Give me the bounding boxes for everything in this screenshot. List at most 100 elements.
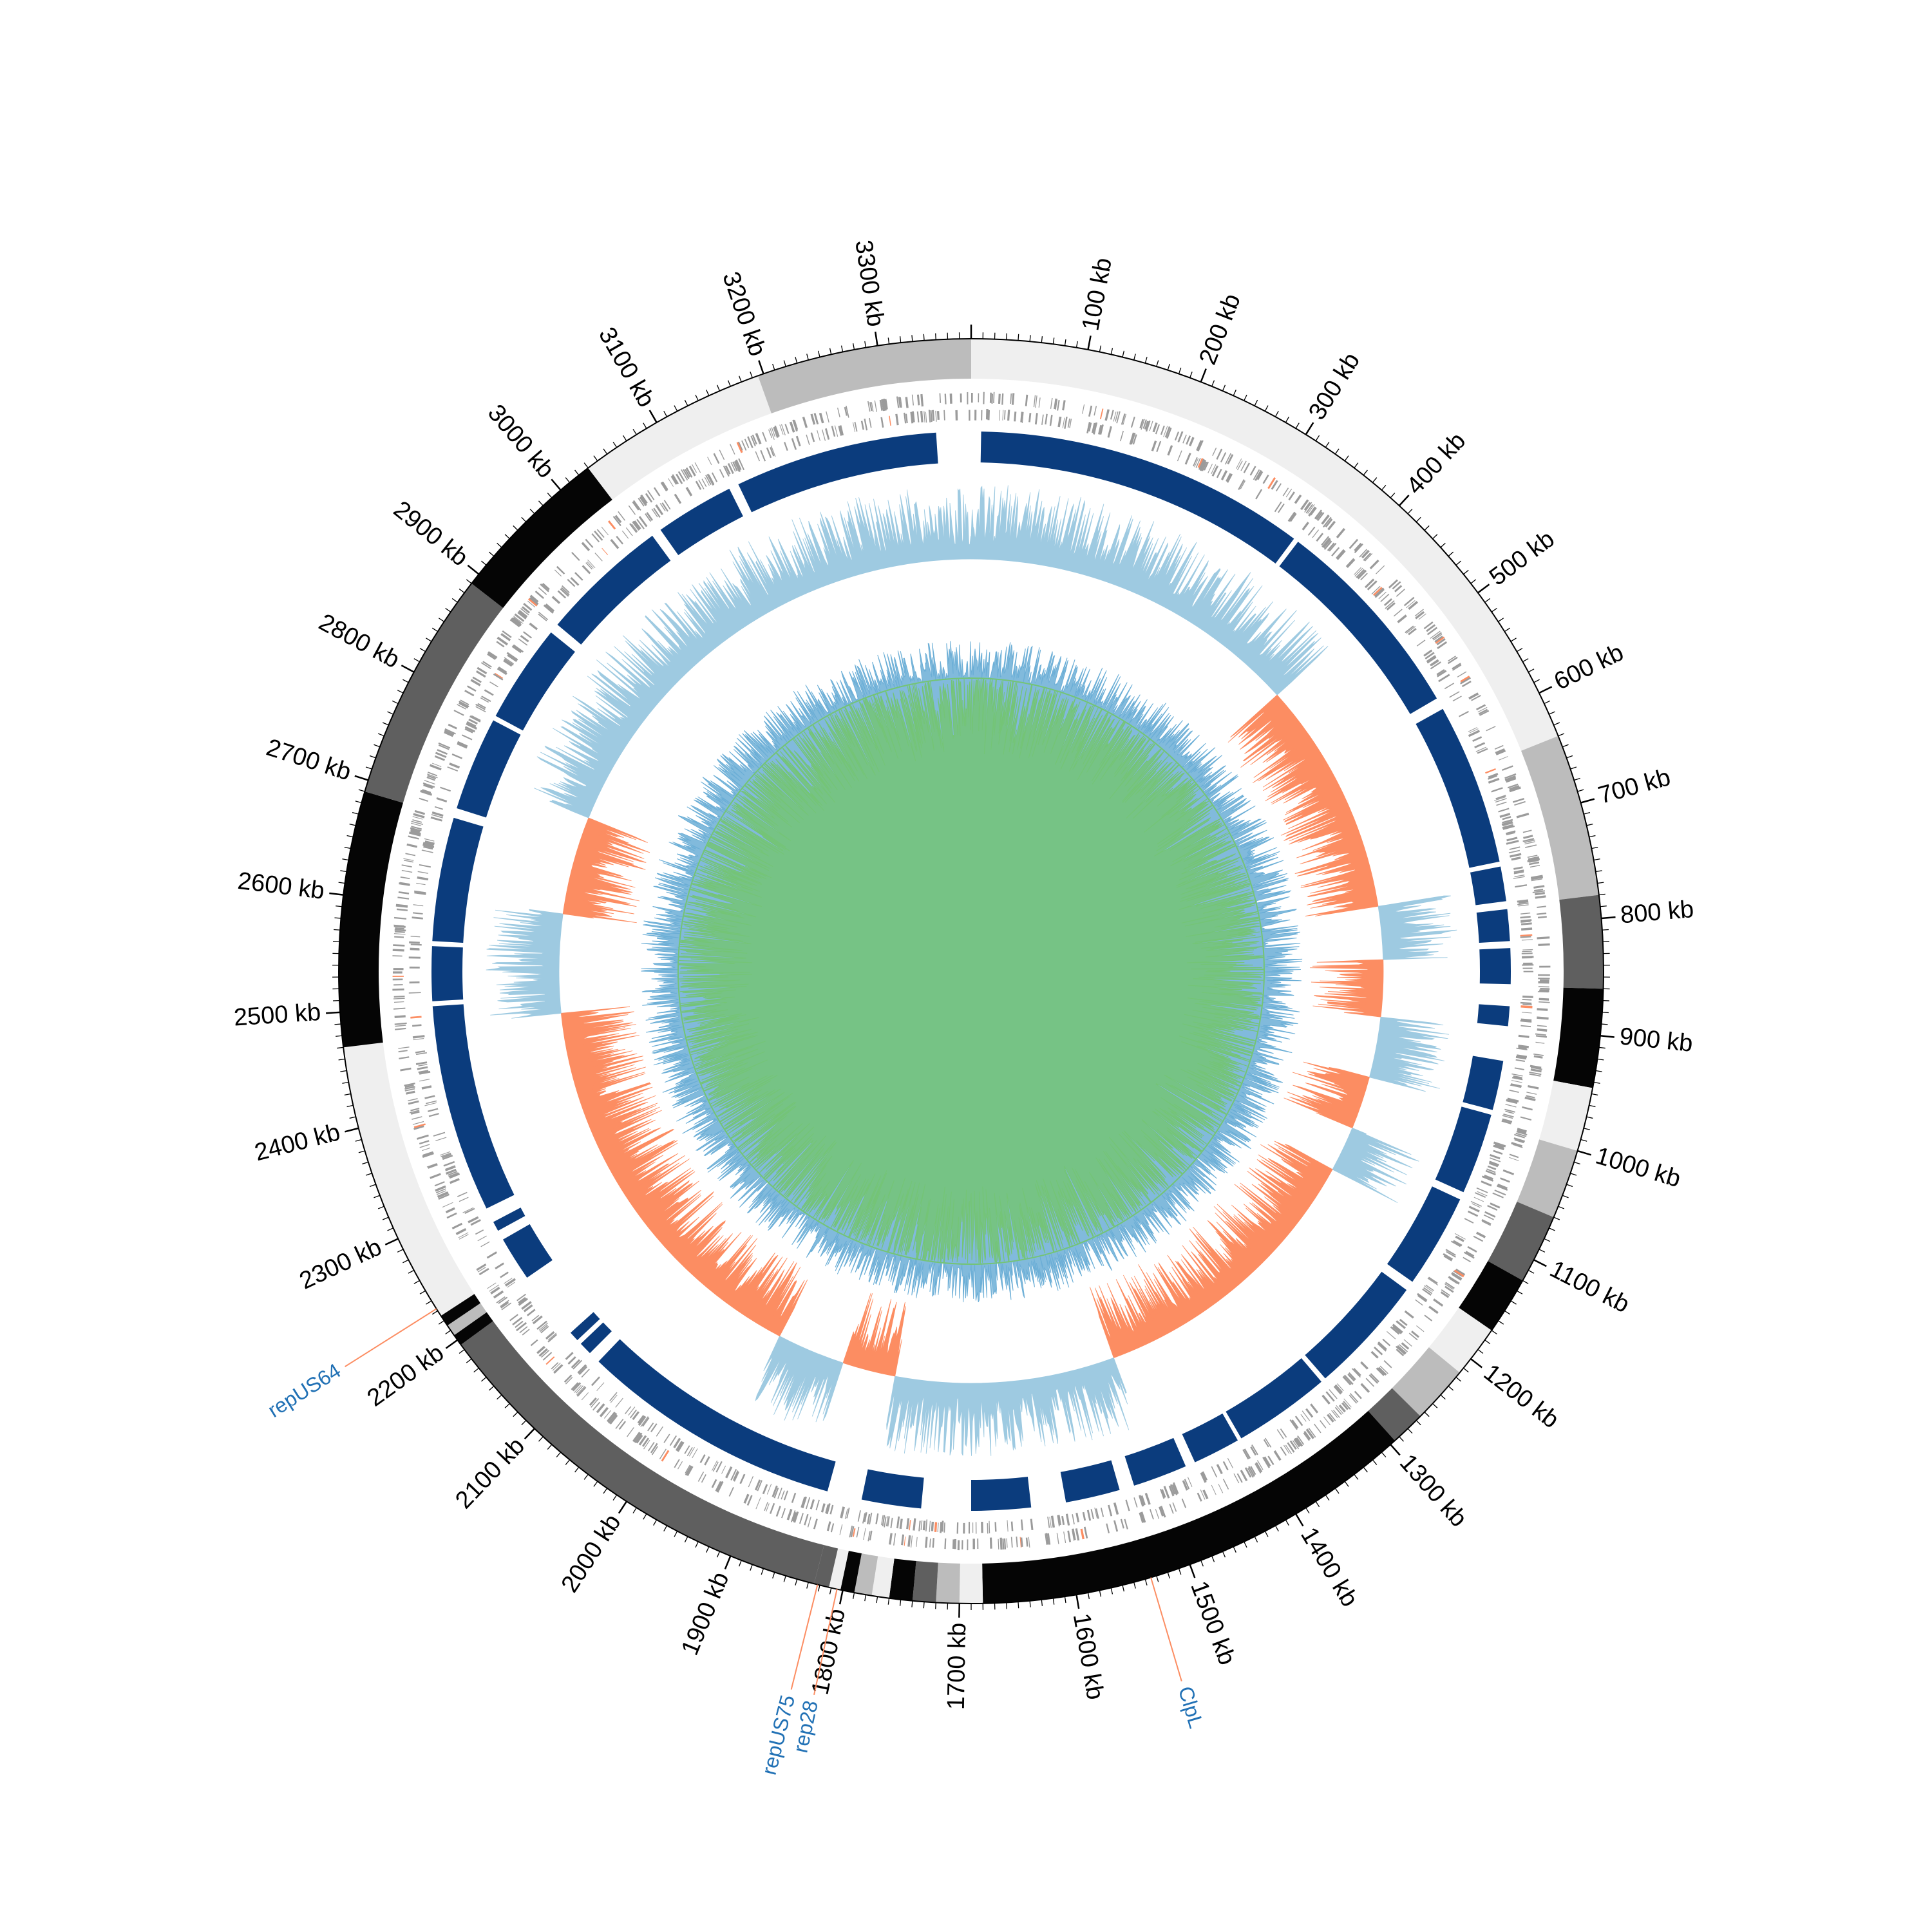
cds-feature [412, 1116, 422, 1120]
minor-tick [750, 1564, 753, 1571]
cds-feature [1502, 825, 1515, 830]
cds-feature [408, 1098, 418, 1102]
cds-feature [1263, 1456, 1271, 1467]
cds-feature [656, 1426, 663, 1437]
cds-feature [879, 399, 883, 411]
cds-feature [1007, 1520, 1009, 1532]
gc-skew-positive [1332, 1128, 1419, 1203]
cds-feature [1099, 408, 1104, 419]
minor-tick [1600, 905, 1607, 907]
minor-tick [538, 1436, 544, 1442]
cds-feature [1201, 461, 1208, 471]
cds-feature [618, 1421, 627, 1430]
cds-feature [1069, 419, 1072, 428]
cds-feature [1530, 1065, 1542, 1069]
minor-tick [1589, 1104, 1596, 1108]
cds-feature [1067, 1530, 1072, 1542]
cds-feature [426, 1163, 437, 1168]
cds-feature [675, 1441, 683, 1452]
alignment-block [1479, 948, 1511, 985]
minor-tick [497, 1394, 502, 1400]
cds-feature [529, 596, 539, 605]
cds-feature [1321, 537, 1331, 548]
minor-tick [1533, 679, 1540, 683]
minor-tick [365, 766, 372, 770]
cds-feature [901, 1534, 905, 1546]
minor-tick [358, 789, 365, 792]
cds-feature [468, 1216, 479, 1224]
cds-feature [1492, 1192, 1504, 1198]
cds-feature [1454, 1269, 1464, 1278]
cds-feature [707, 457, 712, 466]
cds-feature [1495, 750, 1506, 755]
cds-feature [1075, 1512, 1080, 1522]
cds-feature [404, 1084, 414, 1088]
cds-feature [1212, 448, 1217, 457]
cds-feature [470, 1219, 481, 1226]
cds-feature [1423, 621, 1434, 630]
cds-feature [1125, 1499, 1130, 1511]
cds-feature [743, 1493, 750, 1504]
cds-feature [943, 1522, 945, 1533]
cds-feature [864, 1512, 867, 1522]
cds-feature [1149, 1509, 1154, 1520]
cds-feature [810, 413, 816, 425]
minor-tick [1549, 1227, 1555, 1231]
cds-feature [1425, 1284, 1434, 1291]
cds-feature [1025, 394, 1028, 406]
cds-feature [867, 1531, 871, 1542]
cds-feature [393, 984, 403, 986]
cds-feature [415, 1061, 428, 1065]
cds-feature [1537, 1025, 1547, 1027]
cds-feature [393, 996, 405, 998]
cds-feature [762, 1484, 768, 1495]
cds-feature [618, 511, 626, 521]
cds-feature [1424, 1314, 1433, 1321]
cds-feature [904, 412, 907, 424]
cds-feature [1494, 1143, 1504, 1149]
minor-tick [716, 1551, 721, 1558]
minor-tick [674, 405, 678, 412]
cds-feature [1321, 514, 1330, 525]
cds-feature [596, 1382, 605, 1391]
cds-feature [431, 811, 444, 817]
cds-feature [1368, 1374, 1379, 1384]
cds-feature [430, 816, 442, 822]
cds-feature [896, 1516, 900, 1529]
minor-tick [547, 493, 553, 498]
gc-skew-positive [886, 1357, 1130, 1456]
cds-feature [1064, 416, 1068, 429]
cds-feature [1374, 1347, 1383, 1356]
cds-feature [1100, 1508, 1104, 1517]
cds-feature [637, 1415, 645, 1424]
cds-feature [504, 1278, 513, 1284]
cds-feature [507, 1282, 515, 1288]
cds-feature [394, 1022, 407, 1025]
cds-feature [999, 1537, 1003, 1550]
cds-feature [1415, 611, 1425, 620]
minor-tick [438, 618, 444, 622]
cds-feature [685, 468, 691, 478]
cds-feature [480, 662, 491, 670]
scale-label: 1800 kb [807, 1606, 851, 1697]
cds-feature [1086, 422, 1091, 434]
cds-feature [1220, 470, 1228, 480]
major-tick [1087, 336, 1092, 350]
minor-tick [772, 1572, 775, 1579]
minor-tick [806, 354, 809, 361]
cds-feature [530, 1339, 538, 1347]
cds-feature [471, 715, 481, 721]
minor-tick [1156, 360, 1159, 367]
annotation-label-clpl: ClpL [1174, 1683, 1208, 1730]
cds-feature [1289, 1419, 1298, 1430]
cds-feature [711, 1479, 717, 1488]
cds-feature [961, 1540, 963, 1549]
cds-feature [1242, 1449, 1249, 1460]
cds-feature [1517, 902, 1529, 905]
major-tick [384, 1238, 399, 1245]
cds-feature [1517, 899, 1529, 903]
minor-tick [1580, 1139, 1587, 1142]
cds-feature [414, 810, 426, 815]
cds-feature [825, 428, 830, 440]
cds-feature [560, 588, 569, 597]
